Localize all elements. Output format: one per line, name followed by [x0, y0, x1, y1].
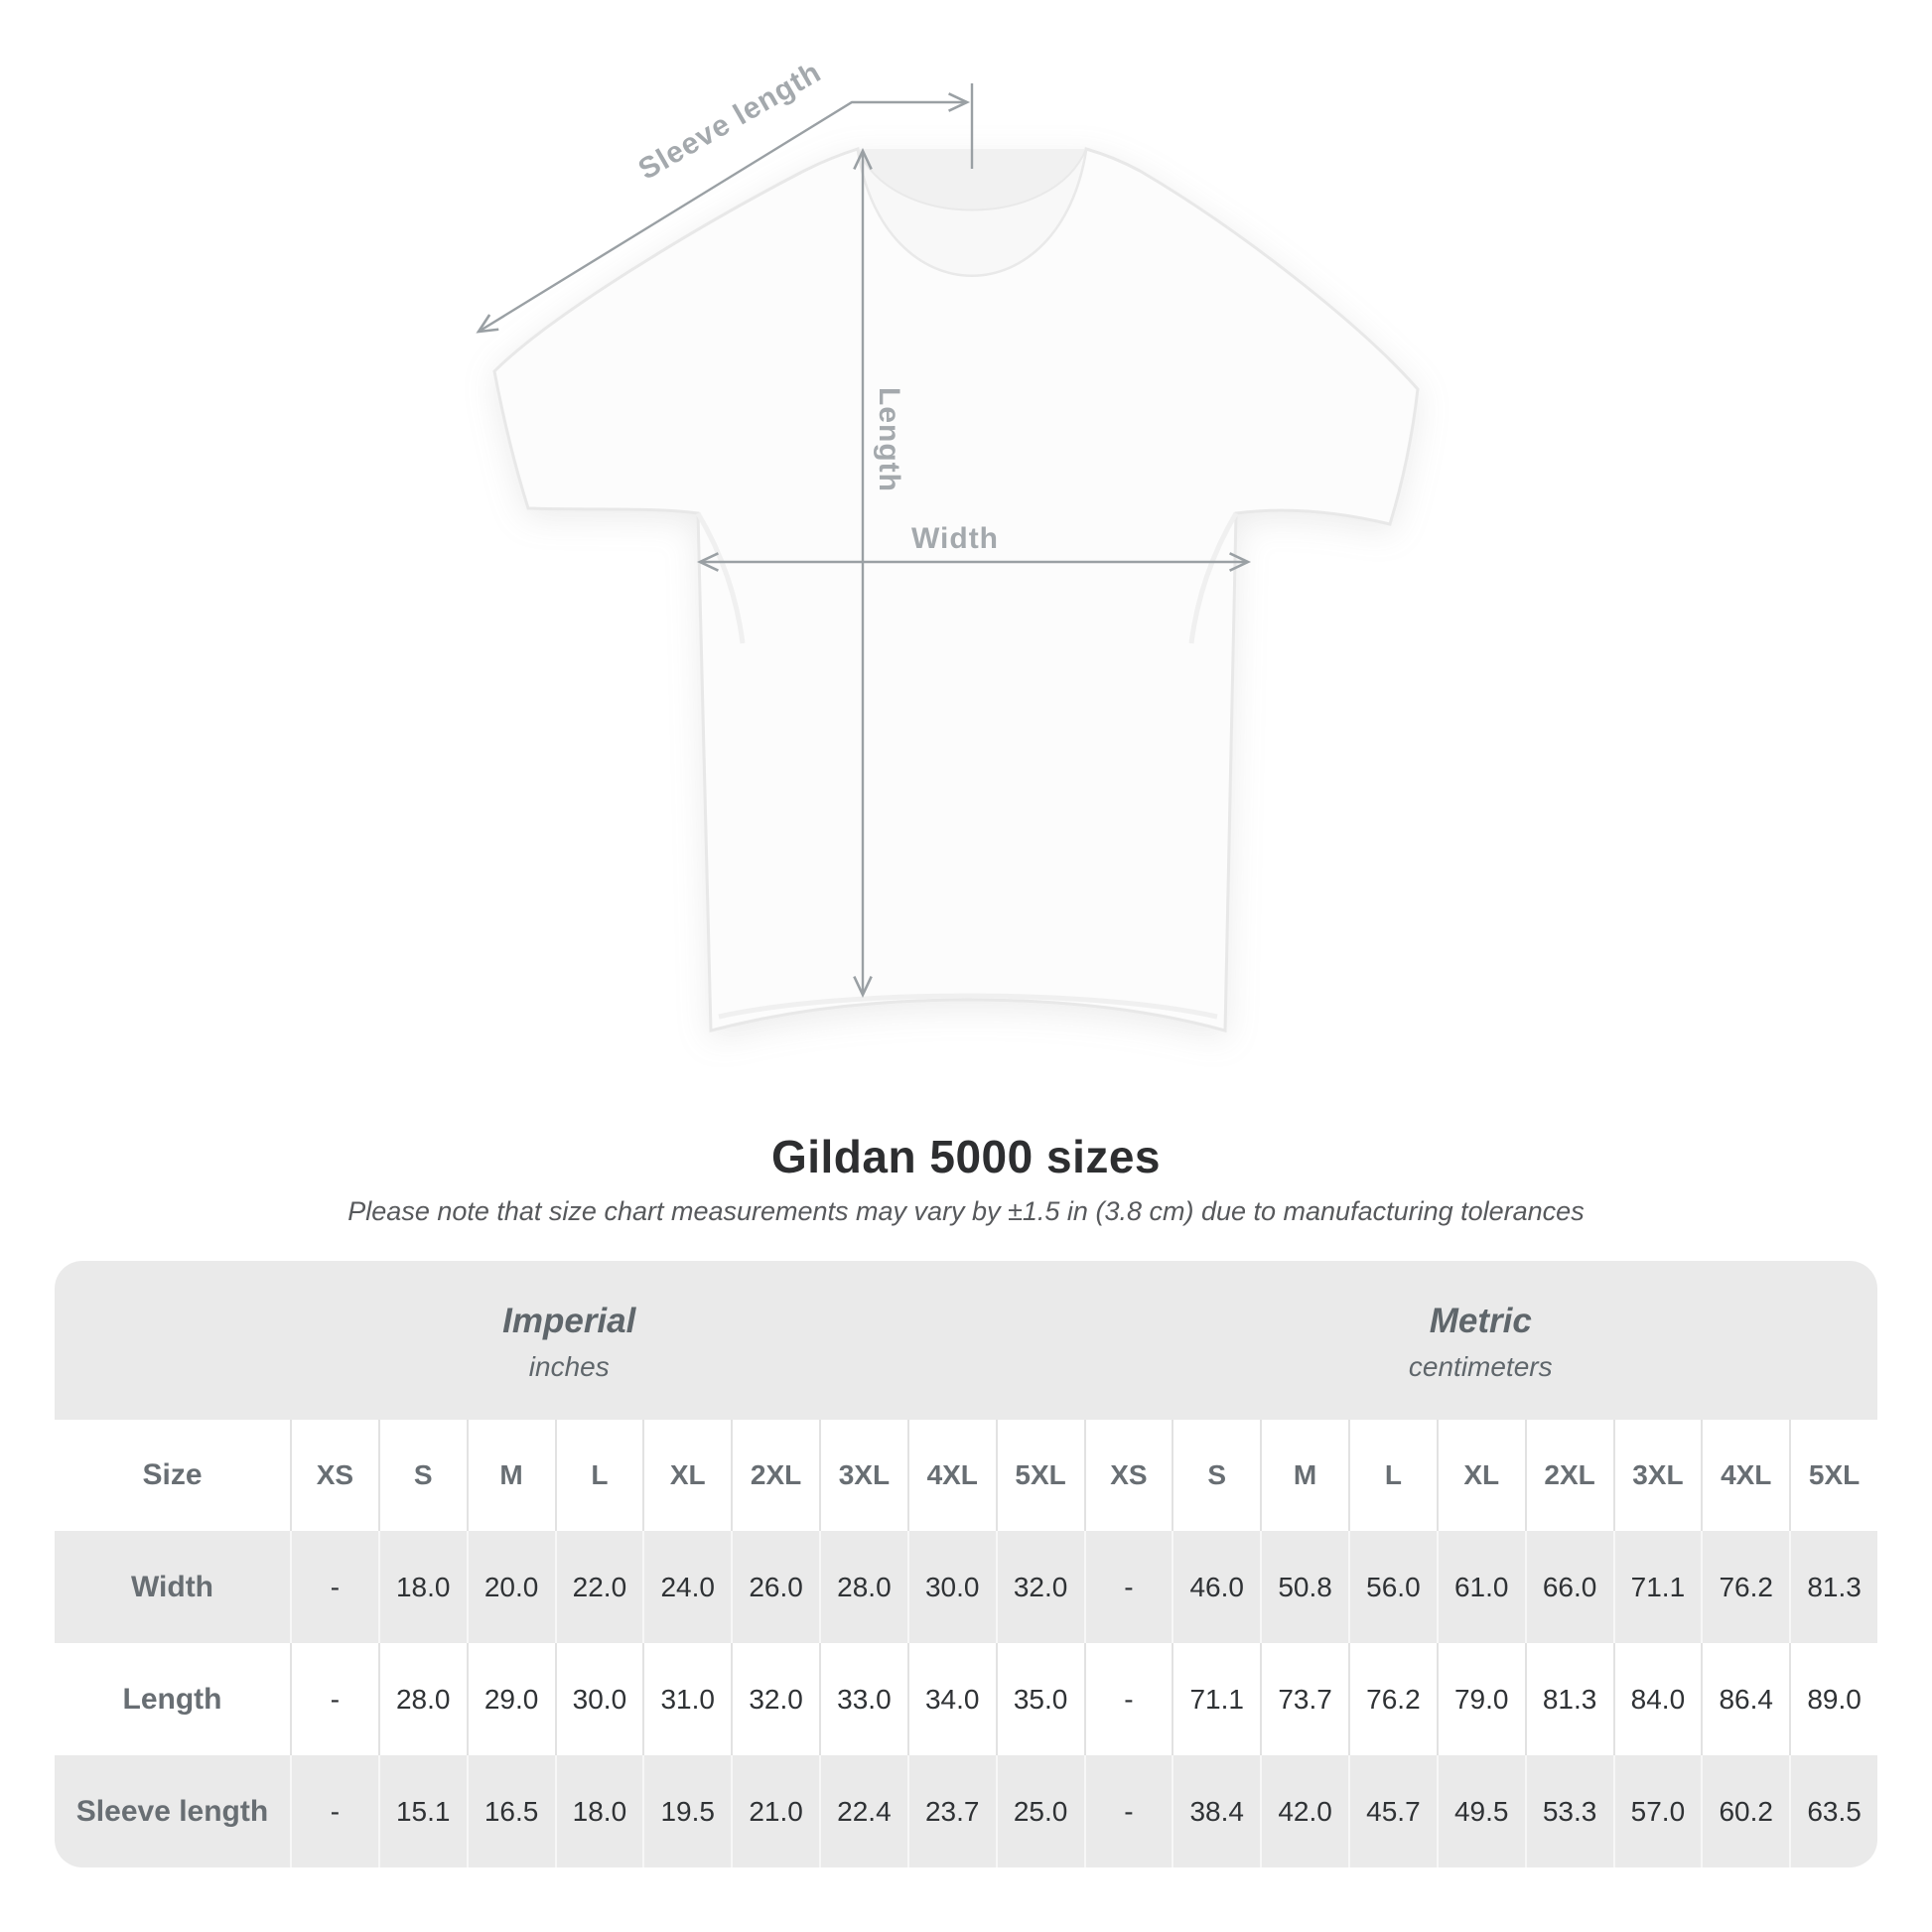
row-label: Width — [55, 1531, 290, 1643]
value-cell-metric: 81.3 — [1524, 1643, 1613, 1755]
value-cell-imperial: - — [290, 1531, 378, 1643]
value-cell-metric: 46.0 — [1172, 1531, 1261, 1643]
page-title: Gildan 5000 sizes — [770, 1131, 1162, 1182]
imperial-group-unit: inches — [528, 1351, 610, 1382]
value-cell-imperial: 15.1 — [377, 1755, 467, 1867]
value-cell-imperial: 22.0 — [554, 1531, 643, 1643]
value-cell-metric: 81.3 — [1789, 1531, 1877, 1643]
value-cell-imperial: 19.5 — [642, 1755, 732, 1867]
right-armpit-crease — [1188, 511, 1239, 644]
size-header-imperial-5xl: 5XL — [995, 1420, 1084, 1531]
value-cell-metric: 76.2 — [1701, 1531, 1790, 1643]
value-cell-imperial: 31.0 — [642, 1643, 732, 1755]
size-column-header: Size — [55, 1420, 290, 1531]
value-cell-imperial: - — [290, 1643, 378, 1755]
size-header-imperial-3xl: 3XL — [819, 1420, 907, 1531]
size-header-metric-5xl: 5XL — [1789, 1420, 1877, 1531]
metric-group-header: Metric centimeters — [1083, 1261, 1877, 1420]
value-cell-imperial: 20.0 — [466, 1531, 555, 1643]
metric-group-title: Metric — [1429, 1302, 1532, 1340]
sleeve-length-label: Sleeve length — [633, 56, 827, 187]
value-cell-imperial: 25.0 — [995, 1755, 1084, 1867]
value-cell-metric: 63.5 — [1789, 1755, 1877, 1867]
value-cell-metric: 42.0 — [1260, 1755, 1348, 1867]
value-cell-imperial: 22.4 — [819, 1755, 907, 1867]
size-header-metric-xs: XS — [1083, 1420, 1173, 1531]
value-cell-imperial: 16.5 — [466, 1755, 555, 1867]
value-cell-metric: 45.7 — [1348, 1755, 1437, 1867]
value-cell-metric: 38.4 — [1172, 1755, 1261, 1867]
value-cell-metric: 89.0 — [1789, 1643, 1877, 1755]
sleeve-length-arrow — [476, 92, 971, 334]
value-cell-imperial: 30.0 — [906, 1531, 996, 1643]
value-cell-metric: 50.8 — [1260, 1531, 1348, 1643]
value-cell-imperial: 28.0 — [819, 1531, 907, 1643]
size-header-metric-xl: XL — [1436, 1420, 1525, 1531]
value-cell-imperial: 21.0 — [731, 1755, 819, 1867]
value-cell-imperial: 18.0 — [554, 1755, 643, 1867]
row-label: Sleeve length — [55, 1755, 290, 1867]
size-header-metric-3xl: 3XL — [1612, 1420, 1702, 1531]
value-cell-metric: 76.2 — [1348, 1643, 1437, 1755]
imperial-group-title: Imperial — [502, 1302, 636, 1340]
value-cell-imperial: 24.0 — [642, 1531, 732, 1643]
value-cell-imperial: 35.0 — [995, 1643, 1084, 1755]
size-header-imperial-4xl: 4XL — [906, 1420, 996, 1531]
value-cell-imperial: 23.7 — [906, 1755, 996, 1867]
value-cell-imperial: - — [290, 1755, 378, 1867]
size-header-metric-2xl: 2XL — [1524, 1420, 1613, 1531]
tolerance-note: Please note that size chart measurements… — [347, 1196, 1585, 1226]
value-cell-metric: 71.1 — [1612, 1531, 1702, 1643]
value-cell-metric: 84.0 — [1612, 1643, 1702, 1755]
value-cell-metric: 57.0 — [1612, 1755, 1702, 1867]
value-cell-metric: 60.2 — [1701, 1755, 1790, 1867]
value-cell-metric: - — [1083, 1643, 1173, 1755]
size-header-metric-m: M — [1260, 1420, 1348, 1531]
value-cell-metric: - — [1083, 1531, 1173, 1643]
value-cell-metric: 61.0 — [1436, 1531, 1525, 1643]
size-header-imperial-s: S — [377, 1420, 467, 1531]
metric-group-unit: centimeters — [1408, 1351, 1553, 1382]
value-cell-imperial: 33.0 — [819, 1643, 907, 1755]
value-cell-metric: 71.1 — [1172, 1643, 1261, 1755]
imperial-group-header: Imperial inches — [55, 1261, 1084, 1420]
size-header-imperial-2xl: 2XL — [731, 1420, 819, 1531]
value-cell-imperial: 32.0 — [731, 1643, 819, 1755]
value-cell-imperial: 18.0 — [377, 1531, 467, 1643]
size-header-metric-l: L — [1348, 1420, 1437, 1531]
value-cell-metric: 86.4 — [1701, 1643, 1790, 1755]
row-label: Length — [55, 1643, 290, 1755]
value-cell-metric: 49.5 — [1436, 1755, 1525, 1867]
value-cell-imperial: 28.0 — [377, 1643, 467, 1755]
value-cell-imperial: 30.0 — [554, 1643, 643, 1755]
length-label: Length — [873, 387, 905, 492]
size-header-imperial-xl: XL — [642, 1420, 732, 1531]
value-cell-metric: - — [1083, 1755, 1173, 1867]
size-header-metric-4xl: 4XL — [1701, 1420, 1790, 1531]
tshirt-measurement-diagram: Sleeve length Length Width — [476, 56, 1420, 1033]
size-header-imperial-m: M — [466, 1420, 555, 1531]
value-cell-metric: 53.3 — [1524, 1755, 1613, 1867]
value-cell-imperial: 26.0 — [731, 1531, 819, 1643]
width-label: Width — [911, 522, 999, 555]
value-cell-metric: 79.0 — [1436, 1643, 1525, 1755]
left-armpit-crease — [695, 511, 746, 644]
size-table: Imperial inches Metric centimeters Size X… — [55, 1261, 1877, 1867]
size-header-metric-s: S — [1172, 1420, 1261, 1531]
tshirt-body — [492, 147, 1420, 1033]
value-cell-metric: 73.7 — [1260, 1643, 1348, 1755]
size-header-imperial-xs: XS — [290, 1420, 378, 1531]
hem-stitch — [718, 993, 1218, 1020]
value-cell-metric: 56.0 — [1348, 1531, 1437, 1643]
value-cell-imperial: 29.0 — [466, 1643, 555, 1755]
size-header-imperial-l: L — [554, 1420, 643, 1531]
value-cell-metric: 66.0 — [1524, 1531, 1613, 1643]
value-cell-imperial: 34.0 — [906, 1643, 996, 1755]
value-cell-imperial: 32.0 — [995, 1531, 1084, 1643]
tshirt-graphic — [492, 147, 1420, 1033]
